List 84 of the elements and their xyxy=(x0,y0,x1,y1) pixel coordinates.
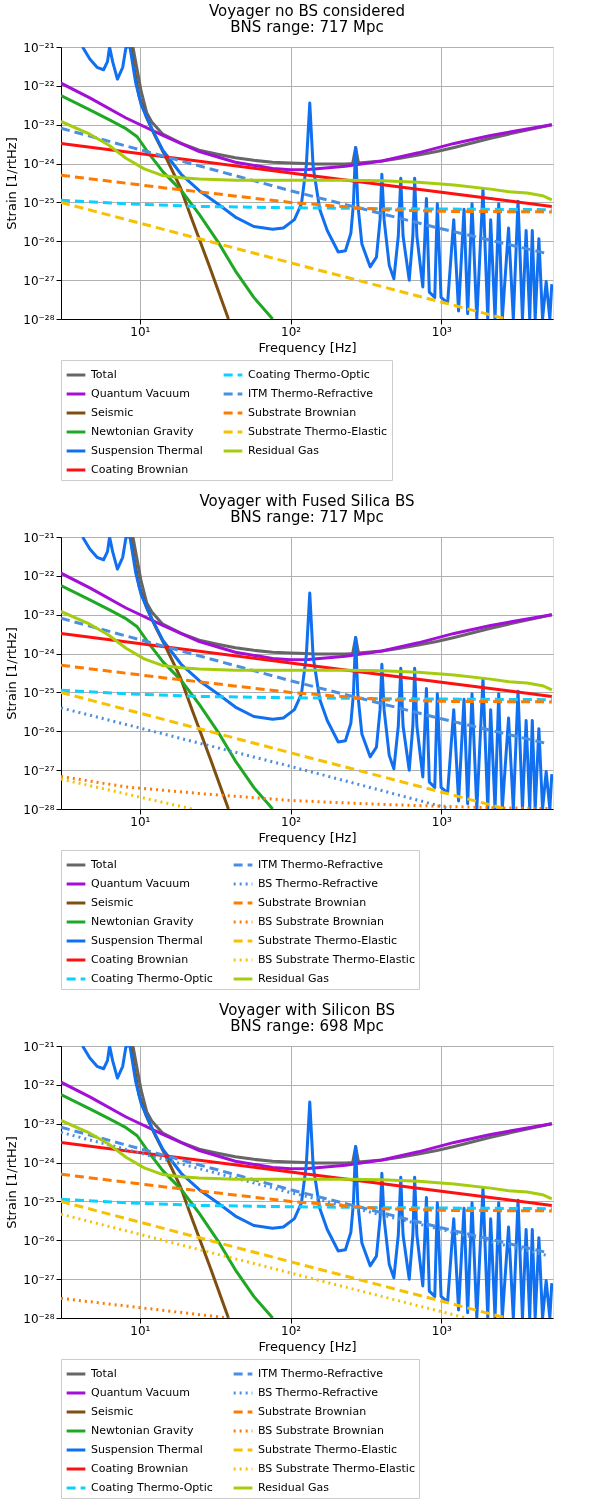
y-tick-label: 10⁻²⁴ xyxy=(23,157,55,172)
x-tick-label: 10² xyxy=(281,1323,302,1338)
legend-label: Total xyxy=(90,368,117,381)
legend-label: BS Substrate Thermo-Elastic xyxy=(258,1462,415,1475)
y-tick-label: 10⁻²⁸ xyxy=(23,1311,55,1326)
y-tick-label: 10⁻²⁶ xyxy=(23,234,55,249)
legend-label: Quantum Vacuum xyxy=(91,1386,190,1399)
y-tick-label: 10⁻²³ xyxy=(23,1117,55,1132)
y-tick-label: 10⁻²² xyxy=(23,79,55,94)
legend-label: Newtonian Gravity xyxy=(91,915,194,928)
y-tick-label: 10⁻²³ xyxy=(23,118,55,133)
legend-label: Total xyxy=(90,1367,117,1380)
y-tick-label: 10⁻²⁴ xyxy=(23,1156,55,1171)
y-tick-label: 10⁻²⁸ xyxy=(23,312,55,327)
legend-label: ITM Thermo-Refractive xyxy=(248,387,374,400)
legend-label: Substrate Brownian xyxy=(248,406,357,419)
y-tick-label: 10⁻²¹ xyxy=(23,40,55,55)
x-axis-title: Frequency [Hz] xyxy=(258,829,357,845)
x-tick-label: 10¹ xyxy=(130,1323,151,1338)
y-tick-label: 10⁻²⁵ xyxy=(23,685,55,700)
chart-subtitle: BNS range: 717 Mpc xyxy=(230,508,384,526)
x-tick-label: 10² xyxy=(281,324,302,339)
legend-label: BS Substrate Brownian xyxy=(258,1424,384,1437)
legend-label: Substrate Thermo-Elastic xyxy=(258,934,398,947)
legend-label: Suspension Thermal xyxy=(91,934,203,947)
legend-label: Coating Thermo-Optic xyxy=(91,972,213,985)
legend-label: Residual Gas xyxy=(258,1481,330,1494)
x-tick-label: 10³ xyxy=(431,1323,453,1338)
y-tick-label: 10⁻²⁷ xyxy=(23,1272,55,1287)
legend-label: Coating Thermo-Optic xyxy=(248,368,370,381)
y-axis-title: Strain [1/rtHz] xyxy=(4,137,20,230)
legend-label: Coating Brownian xyxy=(91,953,189,966)
legend-label: Seismic xyxy=(91,406,134,419)
legend-label: Substrate Thermo-Elastic xyxy=(248,425,388,438)
legend-label: BS Thermo-Refractive xyxy=(258,877,379,890)
legend-label: Coating Brownian xyxy=(91,463,189,476)
y-tick-label: 10⁻²² xyxy=(23,569,55,584)
legend-label: BS Thermo-Refractive xyxy=(258,1386,379,1399)
legend-label: Newtonian Gravity xyxy=(91,425,194,438)
y-tick-label: 10⁻²⁶ xyxy=(23,724,55,739)
x-axis-title: Frequency [Hz] xyxy=(258,1338,357,1354)
x-tick-label: 10² xyxy=(281,814,302,829)
legend-label: BS Substrate Brownian xyxy=(258,915,384,928)
legend-label: ITM Thermo-Refractive xyxy=(258,1367,384,1380)
legend-label: ITM Thermo-Refractive xyxy=(258,858,384,871)
y-tick-label: 10⁻²⁴ xyxy=(23,647,55,662)
x-tick-label: 10³ xyxy=(431,324,453,339)
y-tick-label: 10⁻²³ xyxy=(23,608,55,623)
chart-title: Voyager with Fused Silica BS xyxy=(199,492,415,510)
x-tick-label: 10³ xyxy=(431,814,453,829)
legend-label: Suspension Thermal xyxy=(91,1443,203,1456)
y-tick-label: 10⁻²⁶ xyxy=(23,1233,55,1248)
legend-label: Substrate Thermo-Elastic xyxy=(258,1443,398,1456)
chart-title: Voyager no BS considered xyxy=(208,2,406,20)
legend-label: Suspension Thermal xyxy=(91,444,203,457)
y-axis-title: Strain [1/rtHz] xyxy=(4,627,20,720)
y-tick-label: 10⁻²⁸ xyxy=(23,802,55,817)
legend-label: Quantum Vacuum xyxy=(91,387,190,400)
y-tick-label: 10⁻²¹ xyxy=(23,530,55,545)
y-axis-title: Strain [1/rtHz] xyxy=(4,1136,20,1229)
legend-label: Coating Thermo-Optic xyxy=(91,1481,213,1494)
chart-subtitle: BNS range: 717 Mpc xyxy=(230,18,384,36)
legend-label: Seismic xyxy=(91,1405,134,1418)
y-tick-label: 10⁻²⁵ xyxy=(23,1194,55,1209)
x-tick-label: 10¹ xyxy=(130,814,151,829)
y-tick-label: 10⁻²⁷ xyxy=(23,763,55,778)
legend-label: Quantum Vacuum xyxy=(91,877,190,890)
y-tick-label: 10⁻²⁵ xyxy=(23,195,55,210)
legend-label: Residual Gas xyxy=(248,444,320,457)
legend-label: Residual Gas xyxy=(258,972,330,985)
x-axis-title: Frequency [Hz] xyxy=(258,339,357,355)
legend-label: Substrate Brownian xyxy=(258,1405,367,1418)
chart-title: Voyager with Silicon BS xyxy=(219,1001,395,1019)
legend-label: Coating Brownian xyxy=(91,1462,189,1475)
y-tick-label: 10⁻²² xyxy=(23,1078,55,1093)
legend-label: Substrate Brownian xyxy=(258,896,367,909)
legend-label: Total xyxy=(90,858,117,871)
x-tick-label: 10¹ xyxy=(130,324,151,339)
legend-label: Newtonian Gravity xyxy=(91,1424,194,1437)
y-tick-label: 10⁻²¹ xyxy=(23,1039,55,1054)
legend-label: Seismic xyxy=(91,896,134,909)
legend-label: BS Substrate Thermo-Elastic xyxy=(258,953,415,966)
y-tick-label: 10⁻²⁷ xyxy=(23,273,55,288)
chart-subtitle: BNS range: 698 Mpc xyxy=(230,1017,384,1035)
